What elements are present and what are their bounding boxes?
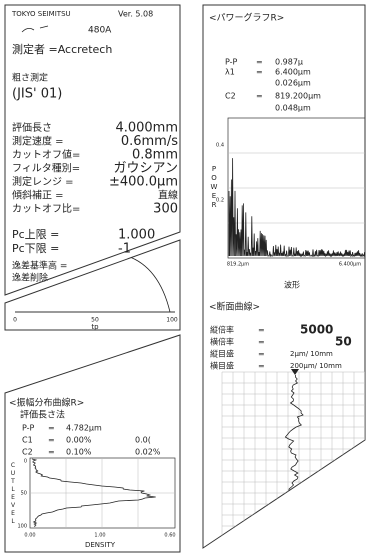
pc-label: Pc下限 = — [12, 242, 59, 255]
tick-label: 50 — [91, 317, 99, 324]
row-cell: C2 — [225, 92, 236, 101]
bearing-strip — [4, 239, 181, 331]
density-curve — [31, 458, 156, 527]
row-cell: 0.10% — [66, 448, 92, 457]
extra-label: 逸差基準高 = — [12, 260, 67, 272]
tick-label: 0.00 — [24, 533, 35, 539]
tick-label: 819.2μm — [227, 262, 249, 268]
row-cell: 0.987μ — [275, 58, 303, 67]
row-cell: 横目盛 — [210, 361, 234, 371]
content: TOKYO SEIMITSU Ver. 5.08 480A 測定者 =Accretec… — [9, 10, 365, 549]
row-cell: 6.400μm — [275, 68, 311, 77]
param-label: フィルタ種別= — [12, 162, 80, 175]
extra-label: 逸差削除 — [12, 272, 48, 284]
row-cell: 横倍率 — [210, 337, 234, 347]
param-value: 直線 — [158, 189, 178, 202]
row-cell: 0.0( — [135, 436, 151, 445]
param-value: 300 — [153, 202, 178, 217]
label: TOKYO SEIMITSU — [11, 10, 71, 18]
row-cell: = — [258, 350, 265, 359]
label: <断面曲線> — [209, 301, 260, 313]
tick-label: 0.60 — [164, 533, 175, 539]
pc-value: -1 — [118, 242, 131, 257]
marker — [291, 369, 299, 375]
row-cell: = — [256, 92, 263, 101]
label: 粗さ測定 — [12, 72, 48, 84]
row-cell: = — [48, 436, 55, 445]
label: 480A — [88, 26, 112, 36]
row-cell: 200μm/ 10mm — [290, 362, 342, 370]
param-label: 測定速度 = — [12, 135, 64, 148]
row-cell: 縦目盛 — [210, 349, 234, 359]
row-cell: C2 — [22, 448, 33, 457]
row-cell: λ1 — [225, 68, 235, 77]
row-cell: 2μm/ 10mm — [290, 350, 333, 358]
row-cell: = — [256, 58, 263, 67]
tick-label: 0 — [13, 317, 17, 324]
row-cell: = — [256, 68, 263, 77]
row-cell: 4.782μm — [66, 424, 102, 433]
tick-label: 100 — [166, 317, 178, 324]
axis-label: 波形 — [284, 280, 300, 290]
param-label: カットオフ比= — [12, 203, 80, 215]
power-spectrum — [228, 158, 365, 258]
row-cell: 5000 — [300, 323, 333, 337]
receipt-strip — [4, 4, 181, 296]
label: 評価長さ法 — [20, 409, 65, 421]
param-label: 傾斜補正 = — [12, 189, 64, 202]
scribble — [21, 25, 49, 33]
amplitude-strip — [4, 334, 181, 553]
tick-label: 1.00 — [94, 533, 105, 539]
tick-label: 0 — [24, 459, 27, 465]
row-cell: 0.02% — [135, 448, 161, 457]
param-label: 測定レンジ = — [12, 175, 74, 188]
axis-label: CUTLEVEL — [10, 462, 17, 526]
label: <振幅分布曲線R> — [9, 397, 84, 409]
param-value: 4.000mm — [115, 121, 178, 136]
param-label: 評価長さ — [12, 121, 52, 134]
pc-label: Pc上限 = — [12, 228, 59, 241]
row-cell: 50 — [335, 335, 352, 349]
row-cell: 0.048μm — [275, 104, 311, 113]
pc-value: 1.000 — [118, 228, 155, 243]
label: Ver. 5.08 — [118, 10, 153, 19]
row-cell: P-P — [22, 424, 35, 433]
row-cell: 0.00% — [66, 436, 92, 445]
label: (JIS' 01) — [12, 87, 62, 102]
label: <パワーグラフR> — [209, 12, 284, 24]
row-cell: = — [258, 362, 265, 371]
row-cell: = — [258, 326, 265, 335]
tick-label: 0.4 — [216, 143, 224, 149]
row-cell: C1 — [22, 436, 33, 445]
axis-label: DENSITY — [85, 541, 116, 549]
row-cell: 縦倍率 — [210, 325, 234, 335]
row-cell: = — [48, 448, 55, 457]
tick-label: 50 — [21, 491, 27, 497]
label: 測定者 =Accretech — [12, 42, 112, 56]
tick-label: 0.2 — [216, 198, 224, 204]
row-cell: 819.200μm — [275, 92, 321, 101]
param-value: 0.6mm/s — [121, 134, 178, 149]
param-value: 0.8mm — [132, 148, 178, 163]
axis-label: POWER — [210, 165, 218, 210]
param-label: カットオフ値= — [12, 148, 80, 161]
param-value: ±400.0μm — [109, 175, 178, 190]
row-cell: = — [258, 338, 265, 347]
tick-label: 6.400μm — [339, 262, 361, 268]
axis-label: tp — [91, 323, 99, 331]
tick-label: 100 — [17, 524, 27, 530]
row-cell: 0.026μm — [275, 79, 311, 88]
param-value: ガウシアン — [114, 161, 178, 176]
row-cell: P-P — [225, 58, 238, 67]
row-cell: = — [48, 424, 55, 433]
